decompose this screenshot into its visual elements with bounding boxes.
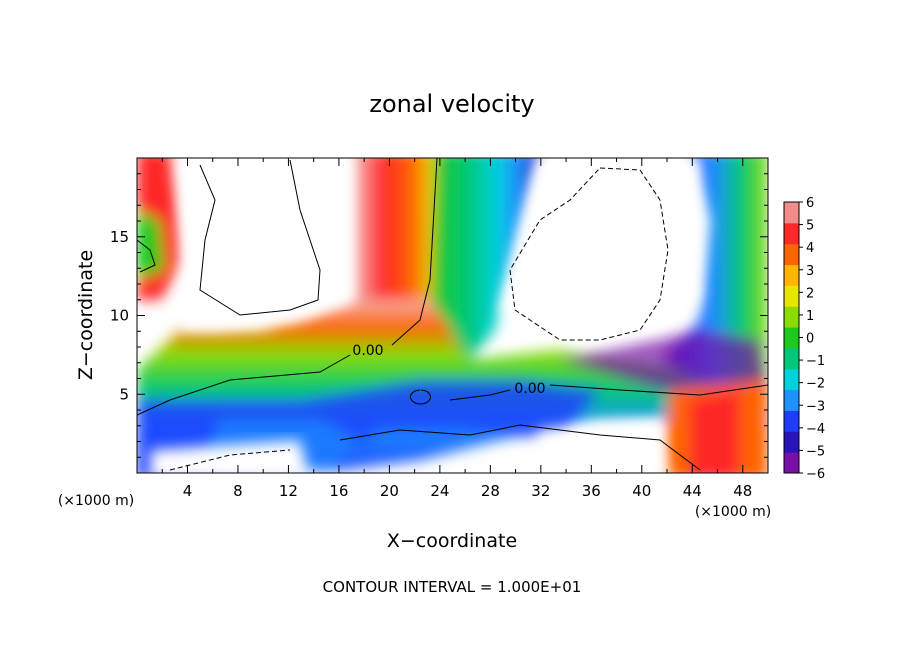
contour-label: 0.00 xyxy=(352,343,383,359)
x-tick-label: 32 xyxy=(531,482,550,500)
x-axis-label: X−coordinate xyxy=(387,530,517,552)
x-tick-label: 24 xyxy=(430,482,449,500)
velocity-field xyxy=(137,158,768,473)
x-tick-label: 40 xyxy=(632,482,651,500)
colorbar-tick-label: 6 xyxy=(806,196,814,211)
x-tick-label: 12 xyxy=(279,482,298,500)
contour-label: 0.00 xyxy=(514,381,545,397)
colorbar-tick-label: −5 xyxy=(806,444,825,459)
contour-interval-note: CONTOUR INTERVAL = 1.000E+01 xyxy=(323,578,582,596)
colorbar-swatch xyxy=(784,368,799,391)
x-unit-left: (×1000 m) xyxy=(58,493,134,509)
colorbar-swatch xyxy=(784,222,799,245)
colorbar-tick-label: −2 xyxy=(806,377,825,392)
colorbar-swatch xyxy=(784,389,799,411)
x-tick-label: 8 xyxy=(233,482,243,500)
x-axis: 4 8 12 16 20 24 28 32 36 40 44 48 xyxy=(161,158,752,500)
colorbar-swatch xyxy=(784,347,799,370)
colorbar-tick-label: 5 xyxy=(806,219,814,234)
colorbar: 6 5 4 3 2 1 0 −1 −2 −3 −4 −5 −6 xyxy=(783,196,825,482)
colorbar-tick-label: 0 xyxy=(806,332,814,347)
colorbar-tick-label: −4 xyxy=(806,422,825,437)
colorbar-swatch xyxy=(784,410,799,432)
x-tick-label: 28 xyxy=(481,482,500,500)
x-tick-label: 48 xyxy=(733,482,752,500)
colorbar-swatch xyxy=(784,452,799,474)
y-axis-label: Z−coordinate xyxy=(75,250,97,380)
colorbar-tick-label: −3 xyxy=(806,399,825,414)
x-tick-label: 16 xyxy=(329,482,348,500)
x-unit-right: (×1000 m) xyxy=(695,504,771,520)
y-tick-label: 15 xyxy=(110,228,129,246)
colorbar-tick-label: −6 xyxy=(806,467,825,482)
chart-title: zonal velocity xyxy=(369,90,534,118)
colorbar-swatch xyxy=(784,243,799,266)
colorbar-tick-label: 1 xyxy=(806,309,814,324)
x-tick-label: 44 xyxy=(683,482,702,500)
y-tick-label: 10 xyxy=(110,307,129,325)
colorbar-tick-label: 4 xyxy=(806,241,814,256)
x-tick-label: 4 xyxy=(183,482,193,500)
colorbar-tick-label: −1 xyxy=(806,354,825,369)
colorbar-swatch xyxy=(784,202,799,224)
x-tick-label: 36 xyxy=(582,482,601,500)
colorbar-swatch xyxy=(784,285,799,307)
colorbar-tick-label: 3 xyxy=(806,264,814,279)
colorbar-swatch xyxy=(784,264,799,286)
colorbar-swatch xyxy=(784,306,799,328)
y-axis: 5 10 15 xyxy=(110,173,768,458)
x-tick-label: 20 xyxy=(380,482,399,500)
colorbar-swatch xyxy=(784,327,799,349)
colorbar-tick-label: 2 xyxy=(806,286,814,301)
y-tick-label: 5 xyxy=(119,385,129,403)
colorbar-swatch xyxy=(784,431,799,453)
